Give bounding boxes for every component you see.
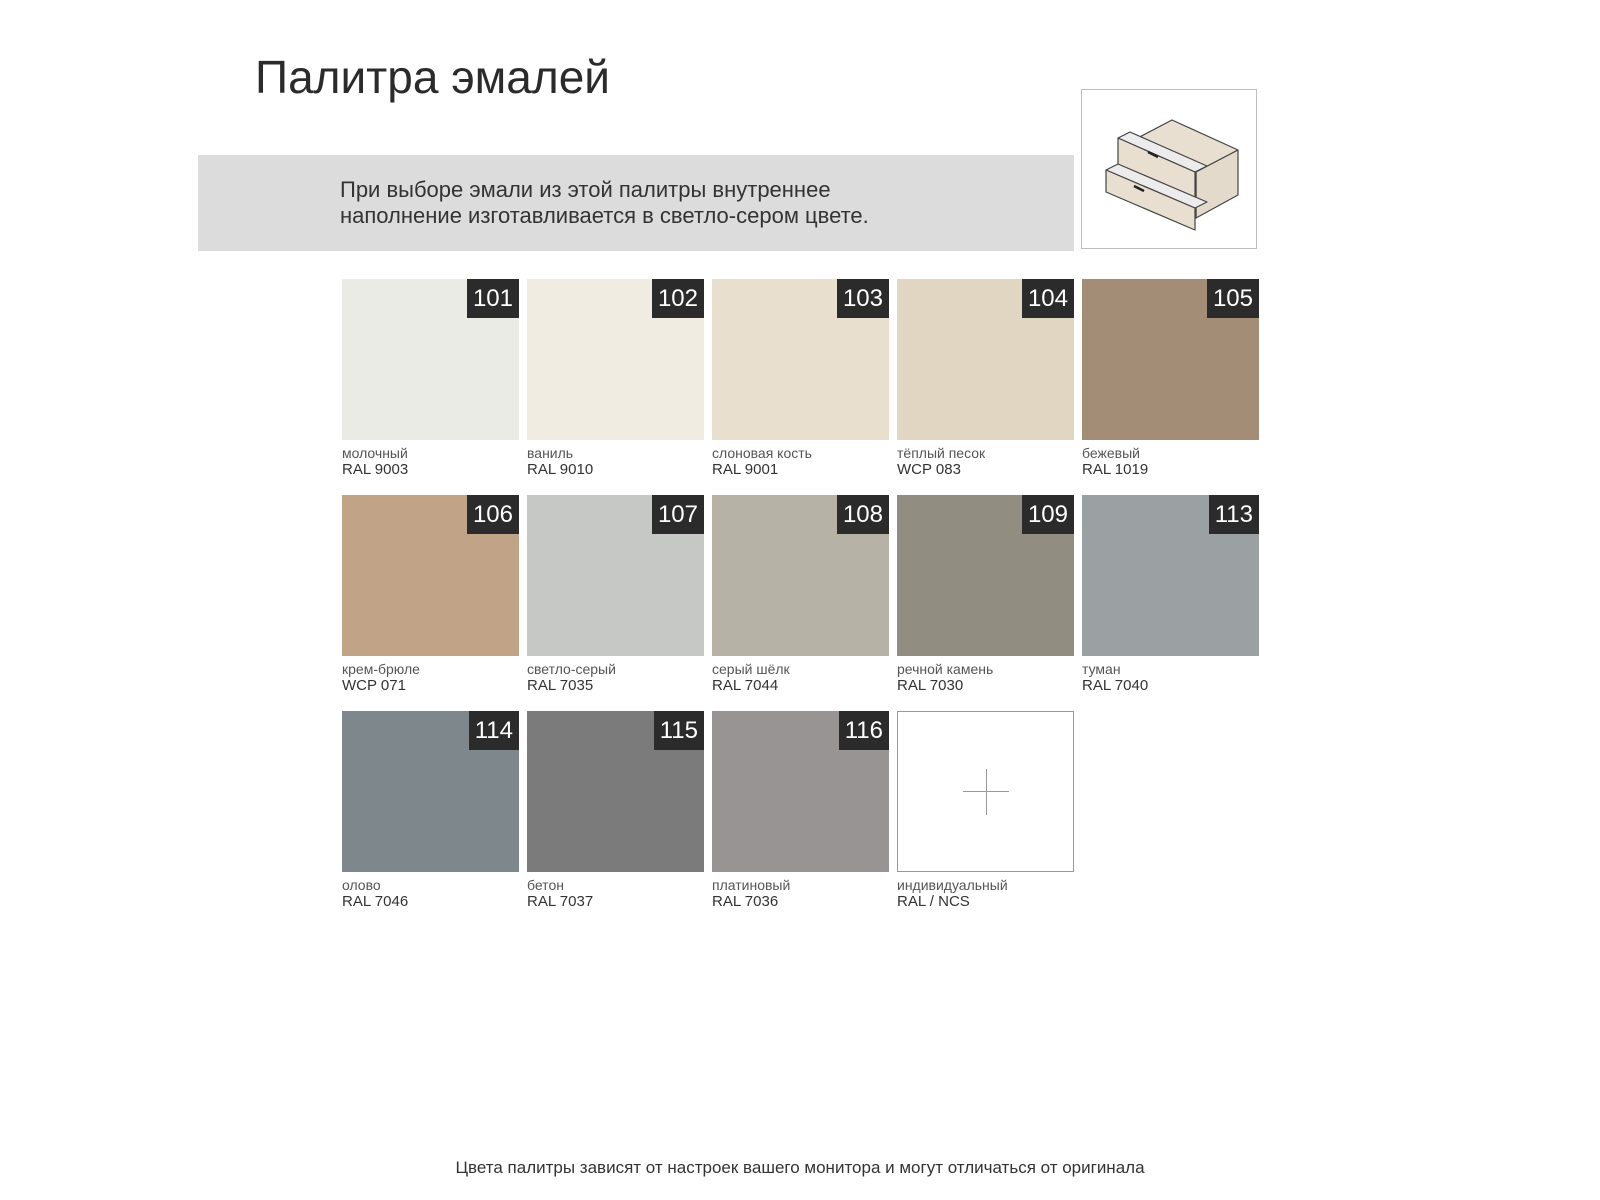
swatch-chip[interactable]: 107 <box>527 495 704 656</box>
swatch-108[interactable]: 108 серый шёлк RAL 7044 <box>712 495 889 694</box>
swatch-name: туман <box>1082 661 1121 677</box>
swatch-name: индивидуальный <box>897 877 1008 893</box>
swatch-name: светло-серый <box>527 661 616 677</box>
swatch-code: RAL 1019 <box>1082 461 1149 478</box>
notice-line: наполнение изготавливается в светло-серо… <box>340 203 869 228</box>
swatch-104[interactable]: 104 тёплый песок WCP 083 <box>897 279 1074 478</box>
swatch-name: крем-брюле <box>342 661 420 677</box>
swatch-chip[interactable]: 106 <box>342 495 519 656</box>
notice-line: При выборе эмали из этой палитры внутрен… <box>340 177 831 202</box>
drawer-cabinet-icon <box>1105 119 1239 231</box>
swatch-code: RAL 9003 <box>342 461 409 478</box>
swatch-number-badge: 106 <box>466 495 519 534</box>
swatch-105[interactable]: 105 бежевый RAL 1019 <box>1082 279 1259 478</box>
swatch-chip[interactable]: 103 <box>712 279 889 440</box>
swatch-number-badge: 108 <box>836 495 889 534</box>
swatch-101[interactable]: 101 молочный RAL 9003 <box>342 279 519 478</box>
swatch-code: RAL / NCS <box>897 893 970 910</box>
swatch-chip[interactable]: 116 <box>712 711 889 872</box>
swatch-chip[interactable]: 115 <box>527 711 704 872</box>
swatch-code: RAL 7036 <box>712 893 779 910</box>
swatch-name: слоновая кость <box>712 445 812 461</box>
swatch-number-badge: 104 <box>1021 279 1074 318</box>
disclaimer: Цвета палитры зависят от настроек вашего… <box>455 1158 1145 1177</box>
swatch-name: платиновый <box>712 877 791 893</box>
swatch-chip[interactable]: 105 <box>1082 279 1259 440</box>
swatch-chip[interactable]: 114 <box>342 711 519 872</box>
swatch-107[interactable]: 107 светло-серый RAL 7035 <box>527 495 704 694</box>
swatch-custom[interactable]: индивидуальный RAL / NCS <box>897 711 1074 910</box>
swatch-109[interactable]: 109 речной камень RAL 7030 <box>897 495 1074 694</box>
notice-text: При выборе эмали из этой палитры внутрен… <box>340 177 869 229</box>
swatch-chip[interactable]: 101 <box>342 279 519 440</box>
swatch-code: WCP 071 <box>342 677 406 694</box>
swatch-number-badge: 102 <box>651 279 704 318</box>
swatch-code: WCP 083 <box>897 461 961 478</box>
swatch-chip[interactable]: 113 <box>1082 495 1259 656</box>
swatch-number-badge: 109 <box>1021 495 1074 534</box>
swatch-114[interactable]: 114 олово RAL 7046 <box>342 711 519 910</box>
swatch-102[interactable]: 102 ваниль RAL 9010 <box>527 279 704 478</box>
swatch-name: молочный <box>342 445 408 461</box>
swatch-code: RAL 7040 <box>1082 677 1149 694</box>
swatch-116[interactable]: 116 платиновый RAL 7036 <box>712 711 889 910</box>
notice-banner: При выборе эмали из этой палитры внутрен… <box>198 155 1074 251</box>
swatch-name: ваниль <box>527 445 574 461</box>
swatch-name: речной камень <box>897 661 994 677</box>
swatch-code: RAL 9001 <box>712 461 779 478</box>
swatch-number-badge: 115 <box>653 711 704 750</box>
swatch-name: бетон <box>527 877 564 893</box>
swatch-code: RAL 7037 <box>527 893 594 910</box>
swatch-number-badge: 103 <box>836 279 889 318</box>
swatch-106[interactable]: 106 крем-брюле WCP 071 <box>342 495 519 694</box>
swatch-number-badge: 116 <box>838 711 889 750</box>
swatch-number-badge: 105 <box>1206 279 1259 318</box>
swatch-chip[interactable]: 102 <box>527 279 704 440</box>
swatch-name: бежевый <box>1082 445 1140 461</box>
swatch-number-badge: 113 <box>1208 495 1259 534</box>
swatch-code: RAL 7046 <box>342 893 409 910</box>
swatch-number-badge: 101 <box>466 279 519 318</box>
plus-icon <box>986 769 987 815</box>
swatch-code: RAL 7035 <box>527 677 594 694</box>
swatch-number-badge: 107 <box>651 495 704 534</box>
swatch-number-badge: 114 <box>468 711 519 750</box>
swatch-name: олово <box>342 877 381 893</box>
swatch-name: серый шёлк <box>712 661 790 677</box>
swatch-chip[interactable]: 108 <box>712 495 889 656</box>
swatch-103[interactable]: 103 слоновая кость RAL 9001 <box>712 279 889 478</box>
page-title: Палитра эмалей <box>255 51 610 103</box>
drawer-cabinet-illustration <box>1081 89 1257 249</box>
swatch-code: RAL 7044 <box>712 677 779 694</box>
swatch-chip[interactable]: 104 <box>897 279 1074 440</box>
swatch-chip[interactable]: 109 <box>897 495 1074 656</box>
swatch-code: RAL 7030 <box>897 677 964 694</box>
swatch-code: RAL 9010 <box>527 461 594 478</box>
swatch-name: тёплый песок <box>897 445 986 461</box>
swatch-113[interactable]: 113 туман RAL 7040 <box>1082 495 1259 694</box>
swatch-115[interactable]: 115 бетон RAL 7037 <box>527 711 704 910</box>
swatch-chip[interactable] <box>897 711 1074 872</box>
